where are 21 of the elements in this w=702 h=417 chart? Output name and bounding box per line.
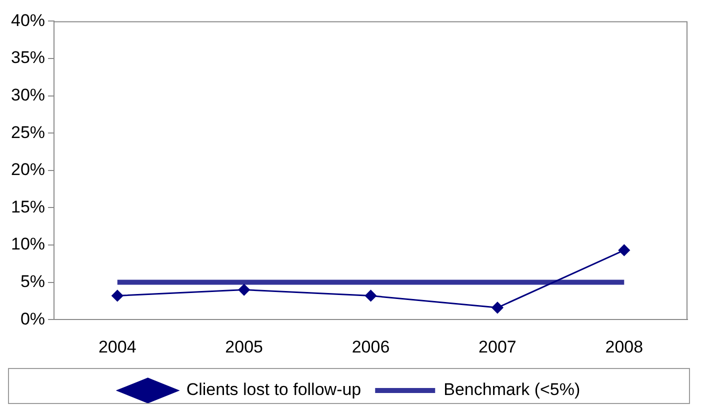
point	[618, 244, 630, 256]
x-tick-label: 2005	[225, 337, 263, 356]
x-tick-label: 2008	[605, 337, 644, 356]
point	[365, 290, 377, 302]
y-tick-label: 20%	[10, 160, 46, 180]
x-tick-label: 2007	[478, 337, 516, 356]
legend-label: Benchmark (<5%)	[444, 380, 580, 400]
y-tick-label: 15%	[10, 197, 46, 216]
y-tick-label: 30%	[10, 85, 46, 104]
y-tick-label: 0%	[20, 309, 46, 328]
point	[112, 290, 124, 302]
legend-label: Clients lost to follow-up	[186, 380, 362, 400]
y-tick-label: 5%	[20, 272, 46, 291]
y-tick-label: 40%	[10, 10, 46, 30]
y-tick-label: 25%	[10, 122, 46, 142]
x-tick-label: 2004	[98, 337, 136, 356]
y-tick-label: 10%	[10, 234, 46, 254]
x-tick-label: 2006	[352, 337, 390, 356]
y-tick-label: 35%	[10, 48, 46, 68]
point	[238, 284, 250, 296]
point	[492, 302, 504, 314]
